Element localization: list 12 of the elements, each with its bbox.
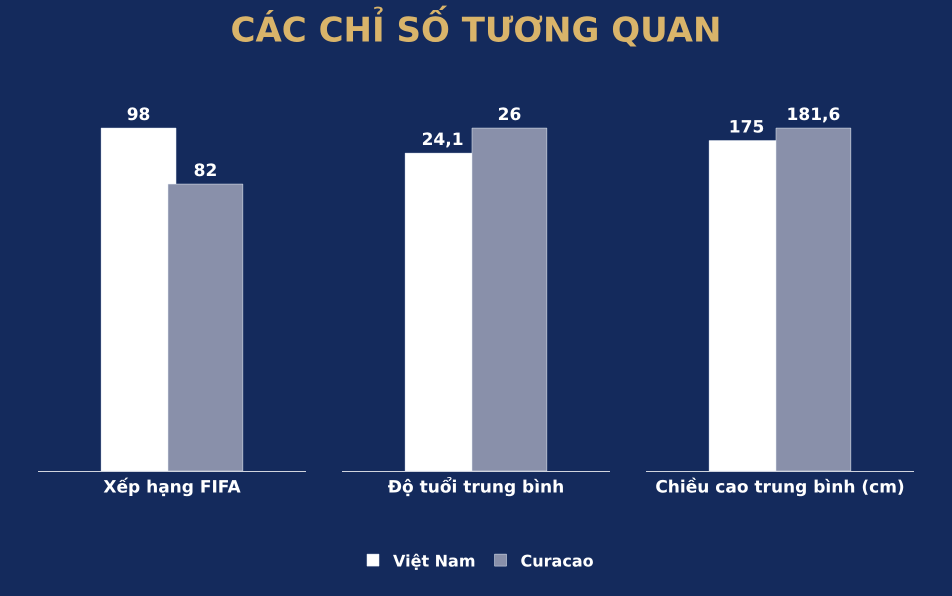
- chart-title: CÁC CHỈ SỐ TƯƠNG QUAN: [230, 6, 722, 51]
- legend-label: Curacao: [520, 551, 594, 570]
- x-tick-label: Chiều cao trung bình (cm): [655, 477, 905, 498]
- legend-label: Việt Nam: [393, 551, 476, 570]
- x-tick-label: Độ tuổi trung bình: [388, 476, 564, 498]
- data-label: 24,1: [422, 130, 464, 150]
- data-label: 82: [194, 161, 218, 182]
- data-label: 26: [498, 105, 522, 126]
- data-label: 175: [728, 118, 764, 138]
- data-label: 181,6: [786, 105, 840, 126]
- x-tick-label: Xếp hạng FIFA: [103, 477, 242, 498]
- data-label: 98: [126, 105, 150, 126]
